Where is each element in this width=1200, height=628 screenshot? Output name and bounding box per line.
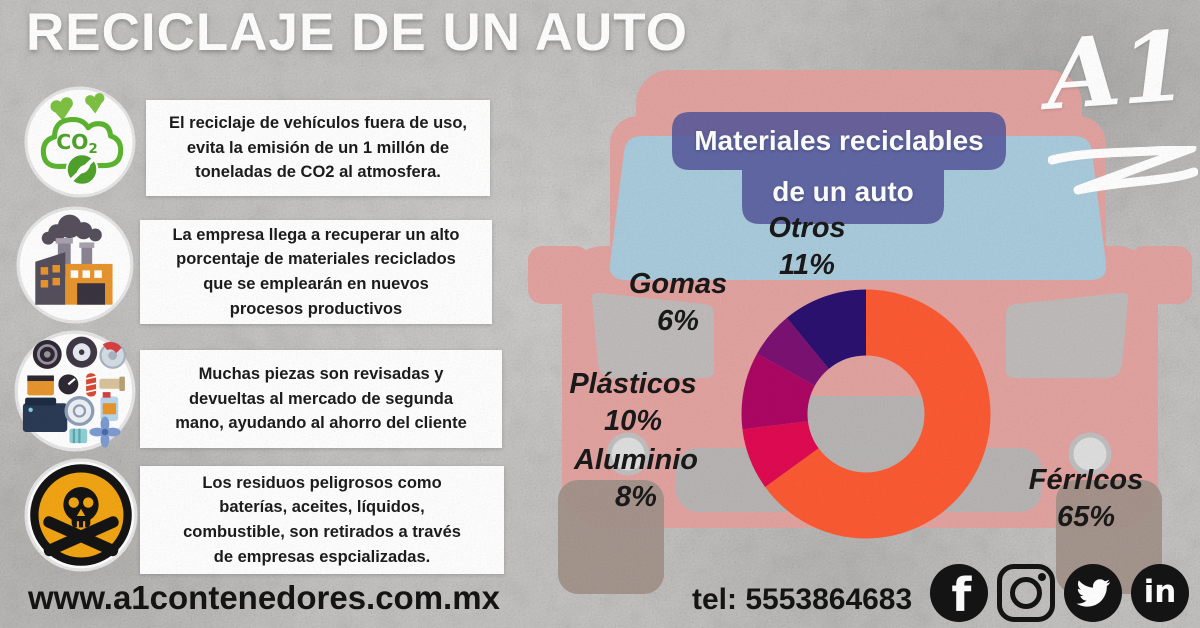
instagram-icon[interactable] (997, 564, 1055, 622)
instagram-dot (1038, 573, 1046, 581)
linkedin-icon[interactable]: in (1131, 564, 1189, 622)
page-title: RECICLAJE DE UN AUTO (26, 3, 688, 62)
chart-label-plasticos: Plásticos 10% (569, 368, 697, 437)
fact-text-co2: El reciclaje de vehículos fuera de uso, … (146, 100, 490, 196)
fact-text-hazard: Los residuos peligrosos como baterías, a… (140, 466, 504, 574)
chart-title-badge: Materiales reciclables de un auto (672, 112, 1012, 226)
phone-number: tel: 5553864683 (692, 583, 913, 616)
instagram-lens (1010, 577, 1042, 609)
hazard-skull-icon (24, 458, 138, 572)
fact-text-materials: La empresa llega a recuperar un alto por… (140, 220, 492, 324)
car-parts-icon (14, 330, 136, 452)
a1-logo: A1 (1042, 9, 1198, 208)
co2-cloud-icon: CO2 (24, 86, 136, 198)
twitter-icon[interactable] (1064, 564, 1122, 622)
car-right-window (1006, 292, 1129, 378)
website-url[interactable]: www.a1contenedores.com.mx (28, 579, 500, 616)
chart-label-ferricos: FérrIcos 65% (1028, 464, 1144, 533)
chart-label-gomas: Gomas 6% (628, 268, 728, 337)
chart-label-aluminio: Aluminio 8% (573, 444, 699, 513)
factory-icon (16, 206, 134, 324)
chart-title-line1: Materiales reciclables (694, 125, 984, 156)
a1-logo-swoosh (1048, 146, 1198, 195)
social-icons-row: f in (930, 564, 1189, 622)
twitter-bird (1076, 579, 1111, 607)
a1-logo-text: A1 (1042, 9, 1192, 132)
recyclable-materials-donut-chart (736, 284, 996, 544)
facebook-icon[interactable]: f (930, 564, 988, 622)
fact-text-parts: Muchas piezas son revisadas y devueltas … (140, 350, 502, 448)
